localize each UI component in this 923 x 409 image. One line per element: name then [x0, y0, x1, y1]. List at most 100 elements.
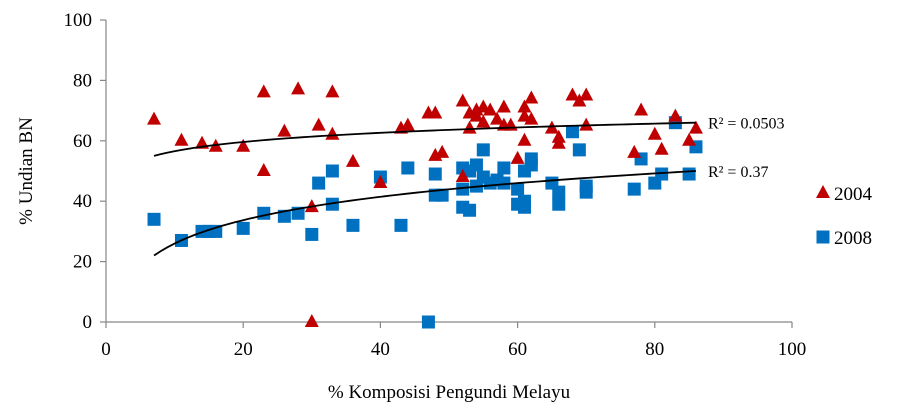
series-2004-points — [147, 81, 703, 327]
y-axis-ticks: 0 20 40 60 80 100 — [64, 10, 106, 333]
triangle-marker — [627, 144, 642, 158]
x-axis-title: % Komposisi Pengundi Melayu — [328, 382, 571, 403]
x-tick-label: 100 — [778, 339, 807, 360]
y-tick-label: 0 — [83, 312, 93, 333]
square-marker — [579, 185, 593, 199]
square-marker — [325, 197, 339, 211]
square-marker — [236, 221, 250, 235]
y-tick-label: 100 — [64, 10, 93, 31]
square-marker — [435, 188, 449, 202]
x-tick-label: 0 — [101, 339, 111, 360]
trendline-2008 — [153, 170, 697, 257]
y-tick-label: 40 — [73, 191, 92, 212]
y-axis-title: % Undian BN — [16, 117, 37, 225]
triangle-marker — [496, 99, 511, 113]
x-tick-label: 80 — [645, 339, 664, 360]
square-marker — [401, 161, 415, 175]
triangle-marker — [579, 87, 594, 101]
triangle-marker — [579, 117, 594, 131]
triangle-marker — [634, 102, 649, 116]
triangle-marker — [476, 114, 491, 128]
square-marker — [147, 212, 161, 226]
data-points — [147, 81, 703, 329]
y-tick-label: 20 — [73, 252, 92, 273]
triangle-marker — [517, 132, 532, 146]
triangle-marker — [469, 108, 484, 122]
square-marker — [469, 158, 483, 172]
triangle-marker — [174, 132, 189, 146]
square-marker — [497, 176, 511, 190]
series-2008-points — [147, 116, 703, 329]
square-marker — [394, 218, 408, 232]
triangle-marker — [462, 120, 477, 134]
square-marker — [524, 152, 538, 166]
triangle-marker — [256, 162, 271, 176]
square-marker — [552, 197, 566, 211]
square-marker — [346, 218, 360, 232]
triangle-marker — [428, 105, 443, 119]
triangle-marker — [304, 313, 319, 327]
legend-triangle-marker — [816, 184, 830, 198]
triangle-marker — [510, 150, 525, 164]
y-tick-label: 80 — [73, 70, 92, 91]
triangle-marker — [647, 126, 662, 140]
square-marker — [572, 143, 586, 157]
legend-item-2004: 2004 — [816, 184, 873, 205]
legend-label: 2004 — [834, 184, 873, 205]
y-tick-label: 60 — [73, 131, 92, 152]
triangle-marker — [345, 153, 360, 167]
triangle-marker — [654, 141, 669, 155]
triangle-marker — [565, 87, 580, 101]
triangle-marker — [277, 123, 292, 137]
triangle-marker — [455, 168, 470, 182]
r-squared-label: R² = 0.0503 — [708, 116, 785, 133]
x-tick-label: 20 — [234, 339, 253, 360]
square-marker — [421, 315, 435, 329]
square-marker — [312, 176, 326, 190]
square-marker — [511, 182, 525, 196]
triangle-marker — [256, 84, 271, 98]
x-tick-label: 60 — [508, 339, 527, 360]
square-marker — [552, 185, 566, 199]
trendlines: R² = 0.0503 R² = 0.37 — [153, 116, 785, 257]
r-squared-label: R² = 0.37 — [708, 164, 769, 181]
square-marker — [565, 125, 579, 139]
triangle-marker — [236, 138, 251, 152]
triangle-marker — [517, 99, 532, 113]
triangle-marker — [688, 120, 703, 134]
square-marker — [497, 161, 511, 175]
triangle-marker — [682, 132, 697, 146]
square-marker — [428, 167, 442, 181]
triangle-marker — [668, 108, 683, 122]
square-marker — [456, 182, 470, 196]
triangle-marker — [490, 111, 505, 125]
triangle-marker — [551, 135, 566, 149]
legend-square-marker — [816, 230, 830, 244]
trendline-2004 — [153, 121, 696, 157]
triangle-marker — [483, 102, 498, 116]
square-marker — [257, 206, 271, 220]
square-marker — [305, 227, 319, 241]
triangle-marker — [435, 144, 450, 158]
x-tick-label: 40 — [371, 339, 390, 360]
legend-label: 2008 — [834, 228, 872, 249]
triangle-marker — [572, 93, 587, 107]
triangle-marker — [325, 126, 340, 140]
triangle-marker — [147, 111, 162, 125]
square-marker — [517, 194, 531, 208]
triangle-marker — [325, 84, 340, 98]
square-marker — [476, 143, 490, 157]
square-marker — [325, 164, 339, 178]
triangle-marker — [291, 81, 306, 95]
square-marker — [277, 209, 291, 223]
legend-item-2008: 2008 — [816, 228, 872, 249]
square-marker — [655, 167, 669, 181]
triangle-marker — [373, 175, 388, 189]
triangle-marker — [524, 90, 539, 104]
square-marker — [627, 182, 641, 196]
x-axis-ticks: 0 20 40 60 80 100 — [101, 322, 806, 360]
square-marker — [463, 203, 477, 217]
triangle-marker — [524, 111, 539, 125]
